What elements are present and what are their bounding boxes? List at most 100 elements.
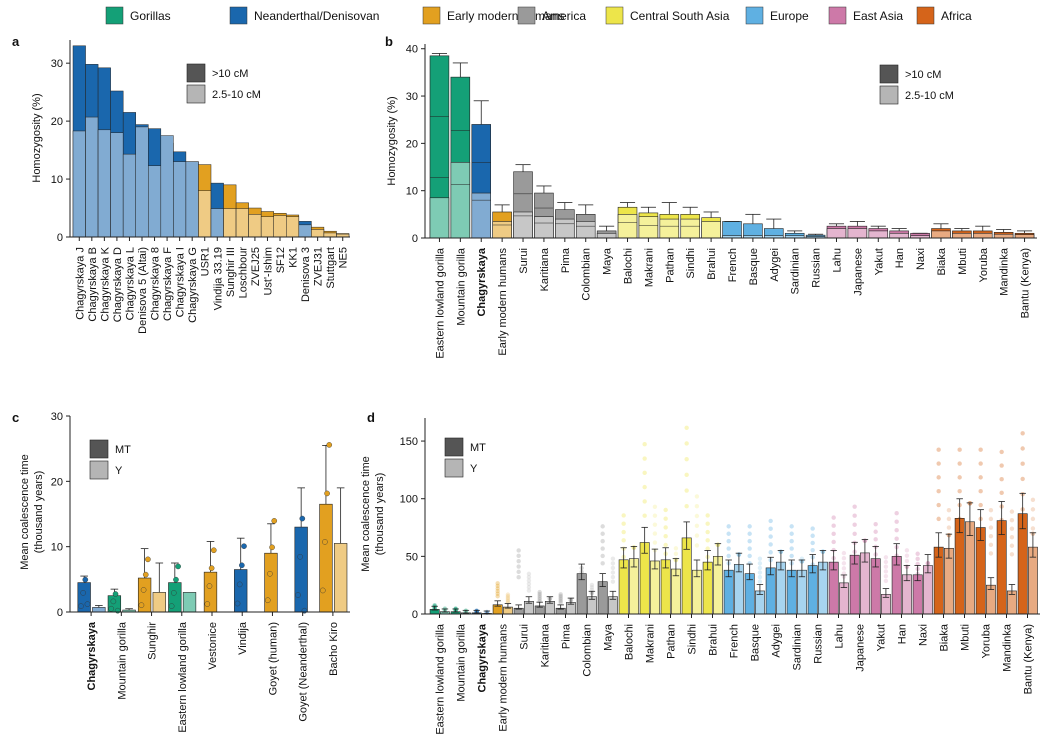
bar-short (97, 129, 111, 238)
data-point (694, 543, 700, 548)
category-label: Goyet (human) (267, 622, 279, 695)
data-point (768, 550, 773, 555)
data-point (852, 531, 857, 536)
category-label: Chagyrskaya L (124, 247, 136, 320)
category-label: Colombian (581, 248, 593, 301)
bar-short (298, 224, 312, 238)
legend-label: Y (470, 463, 478, 475)
data-point (988, 533, 994, 539)
data-point (978, 447, 983, 452)
category-label: Denisova 5 (Altai) (137, 247, 149, 334)
legend-swatch-light (89, 460, 109, 480)
bar-short (85, 116, 99, 238)
category-label: Yakut (876, 624, 888, 651)
data-point (516, 548, 521, 553)
data-point (936, 447, 941, 452)
data-point (1020, 446, 1025, 451)
data-point (694, 533, 700, 538)
data-point (663, 542, 668, 548)
data-point (173, 576, 179, 583)
data-point (883, 555, 889, 560)
data-point (694, 513, 700, 519)
y-axis-label: Homozygosity (%) (31, 93, 43, 182)
data-point (789, 546, 794, 551)
data-point (831, 539, 836, 545)
data-point (652, 522, 658, 527)
data-point (757, 561, 763, 566)
legend-swatch (517, 6, 536, 25)
bar-mt (264, 552, 278, 613)
data-point (600, 538, 605, 544)
data-point (537, 597, 542, 602)
data-point (505, 597, 511, 602)
data-point (526, 581, 532, 587)
panel-letter: d (367, 410, 375, 425)
bar-short (847, 228, 868, 239)
category-label: Pathan (666, 624, 678, 659)
data-point (999, 490, 1004, 496)
legend-label: >10 cM (905, 69, 941, 81)
category-label: Brahui (706, 248, 718, 280)
data-point (894, 528, 899, 533)
data-point (684, 472, 689, 478)
data-point (297, 553, 303, 560)
data-point (988, 516, 994, 522)
legend-swatch-light (444, 458, 464, 478)
category-label: Karitiana (539, 247, 551, 291)
category-label: Chagyrskaya F (162, 247, 174, 321)
data-point (663, 507, 668, 513)
data-point (234, 600, 241, 607)
panel-a: a 0 10 20 30 Homozygosity (%) >10 cM 2.5-10 cM C… (12, 34, 350, 334)
y-tick-label: 40 (406, 44, 418, 56)
bar-y (333, 543, 348, 613)
data-point (946, 508, 952, 513)
data-point (904, 558, 910, 564)
data-point (621, 538, 626, 543)
category-label: Eastern lowland gorilla (435, 623, 447, 735)
data-point (936, 475, 941, 480)
panel-letter: c (12, 410, 19, 425)
bar-short (135, 126, 149, 238)
category-label: Yoruba (981, 623, 993, 658)
data-point (652, 540, 658, 545)
category-label: Sunghir III (225, 247, 237, 297)
bar-short (534, 216, 554, 239)
data-point (1009, 543, 1015, 548)
category-label: Eastern lowland gorilla (434, 247, 446, 359)
data-point (267, 570, 273, 577)
legend-swatch (605, 6, 624, 25)
category-label: Chagyrskaya 8 (150, 247, 162, 320)
data-point (957, 489, 962, 494)
data-point (915, 561, 920, 567)
category-label: Mountain gorilla (455, 247, 467, 326)
panel-letter: b (385, 34, 393, 49)
data-point (208, 565, 215, 571)
data-point (894, 536, 899, 541)
data-point (621, 521, 626, 526)
data-point (705, 529, 710, 535)
data-point (694, 523, 700, 528)
data-point (831, 515, 836, 520)
bar-short (311, 229, 325, 238)
data-point (642, 484, 647, 490)
data-point (789, 538, 794, 544)
data-point (988, 542, 994, 548)
category-label: Mountain gorilla (456, 623, 468, 702)
data-point (726, 538, 731, 544)
data-point (505, 598, 511, 604)
data-point (810, 533, 815, 538)
data-point (652, 531, 658, 536)
data-point (516, 569, 521, 575)
panel-letter: a (12, 34, 20, 49)
data-point (883, 578, 889, 584)
category-label: Makrani (643, 248, 655, 287)
data-point (694, 494, 700, 499)
data-point (988, 525, 994, 530)
category-label: Biaka (936, 247, 948, 275)
category-label: SF12 (275, 247, 287, 273)
category-label: Yakut (873, 248, 885, 275)
data-point (978, 475, 983, 480)
legend-label: Neanderthal/Denisovan (254, 9, 379, 23)
data-point (526, 588, 532, 593)
